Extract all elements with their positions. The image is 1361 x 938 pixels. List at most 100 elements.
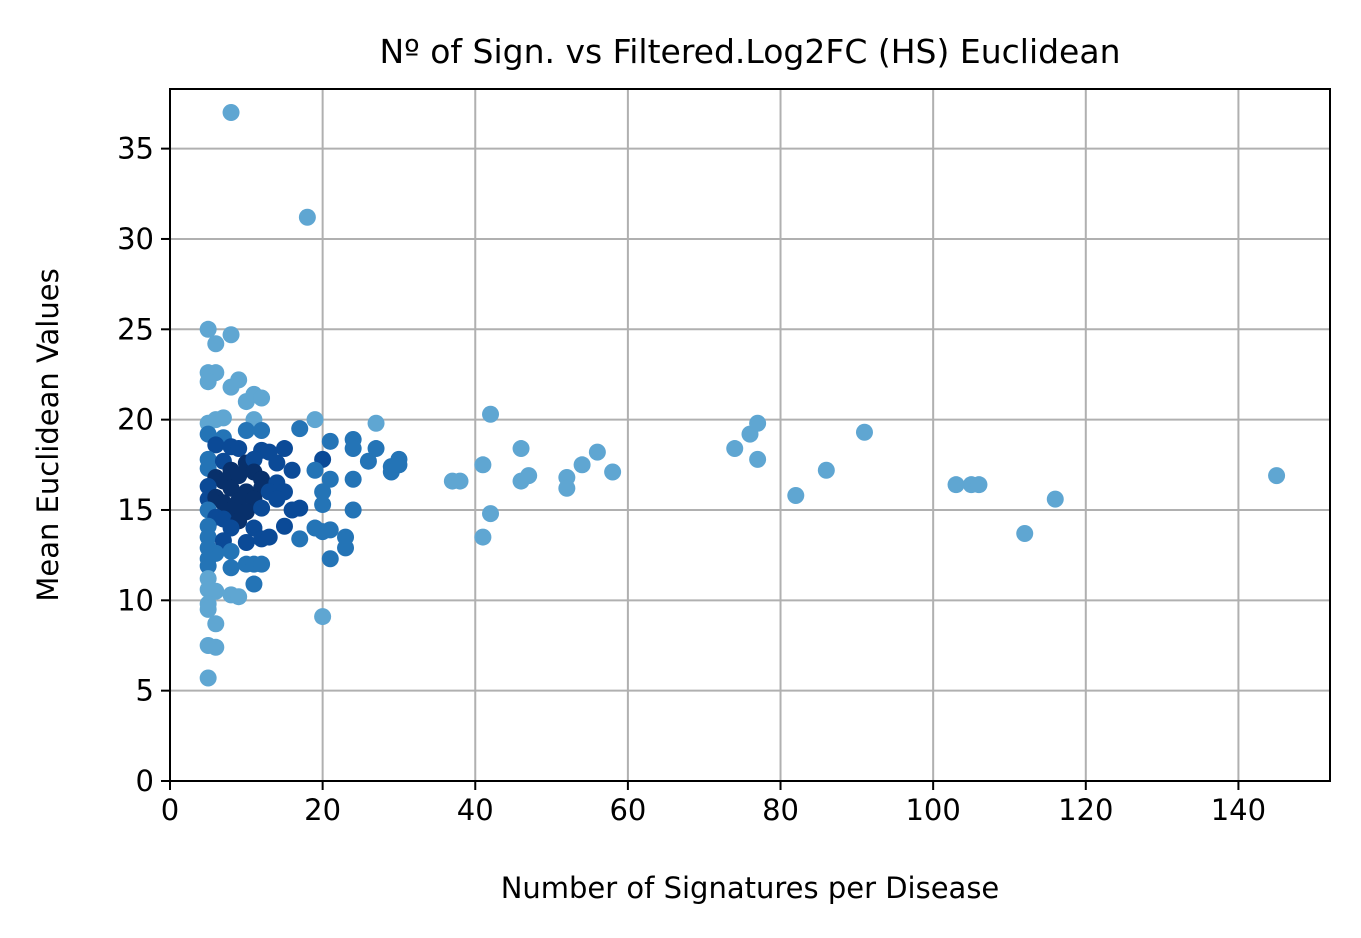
chart-title: Nº of Sign. vs Filtered.Log2FC (HS) Eucl… [379,32,1120,71]
data-point [222,326,240,344]
y-tick-label: 0 [136,764,154,798]
data-points [199,103,1286,687]
y-axis-ticks: 0 5 10 15 20 25 30 35 [117,132,170,798]
data-point [390,456,408,474]
data-point [474,456,492,474]
data-point [222,519,240,537]
data-point [207,615,225,633]
data-point [314,483,332,501]
data-point [291,420,309,438]
data-point [321,432,339,450]
data-point [207,582,225,600]
data-point [588,443,606,461]
data-point [230,467,248,485]
data-point [245,450,263,468]
data-point [268,490,286,508]
data-point [558,479,576,497]
data-point [291,530,309,548]
data-point [970,476,988,494]
data-point [337,539,355,557]
data-point [787,487,805,505]
data-point [207,436,225,454]
y-tick-label: 15 [117,493,154,527]
data-point [230,440,248,458]
data-point [199,373,217,391]
x-axis-ticks: 0 20 40 60 80 100 120 140 [161,781,1266,827]
data-point [207,638,225,656]
data-point [245,575,263,593]
y-tick-label: 35 [117,132,154,166]
data-point [314,523,332,541]
data-point [275,440,293,458]
data-point [344,440,362,458]
data-point [199,557,217,575]
data-point [482,505,500,523]
data-point [199,600,217,618]
x-axis-label: Number of Signatures per Disease [501,871,1000,905]
y-tick-label: 30 [117,222,154,256]
x-tick-label: 60 [609,793,646,827]
x-tick-label: 20 [304,793,341,827]
data-point [749,450,767,468]
data-point [253,389,271,407]
data-point [214,409,232,427]
data-point [474,528,492,546]
y-tick-label: 10 [117,583,154,617]
data-point [520,467,538,485]
data-point [253,555,271,573]
data-point [298,208,316,226]
data-point [321,470,339,488]
data-point [237,534,255,552]
data-point [275,517,293,535]
x-tick-label: 100 [905,793,960,827]
data-point [253,421,271,439]
data-point [222,479,240,497]
plot-frame [169,88,1331,782]
data-point [359,452,377,470]
x-tick-label: 40 [457,793,494,827]
data-point [1268,467,1286,485]
data-point [726,440,744,458]
data-point [573,456,591,474]
data-point [367,440,385,458]
data-point [947,476,965,494]
data-point [230,588,248,606]
data-point [283,501,301,519]
data-point [306,411,324,429]
x-tick-label: 140 [1211,793,1266,827]
data-point [604,463,622,481]
data-point [367,414,385,432]
data-point [199,320,217,338]
data-point [222,103,240,121]
data-point [222,543,240,561]
y-tick-label: 20 [117,403,154,437]
data-point [314,496,332,514]
data-point [1016,524,1034,542]
x-tick-label: 120 [1058,793,1113,827]
data-point [260,528,278,546]
data-point [222,559,240,577]
data-point [230,371,248,389]
data-point [344,470,362,488]
x-tick-label: 0 [161,793,179,827]
x-tick-label: 80 [762,793,799,827]
y-axis-label: Mean Euclidean Values [31,268,65,601]
data-point [817,461,835,479]
data-point [283,461,301,479]
data-point [749,414,767,432]
y-tick-label: 5 [136,674,154,708]
data-point [237,421,255,439]
data-point [1046,490,1064,508]
data-point [207,335,225,353]
data-point [855,423,873,441]
data-point [482,405,500,423]
data-point [314,608,332,626]
data-point [199,669,217,687]
data-point [268,454,286,472]
data-point [321,550,339,568]
y-tick-label: 25 [117,312,154,346]
data-point [253,499,271,517]
data-point [451,472,469,490]
data-point [306,461,324,479]
